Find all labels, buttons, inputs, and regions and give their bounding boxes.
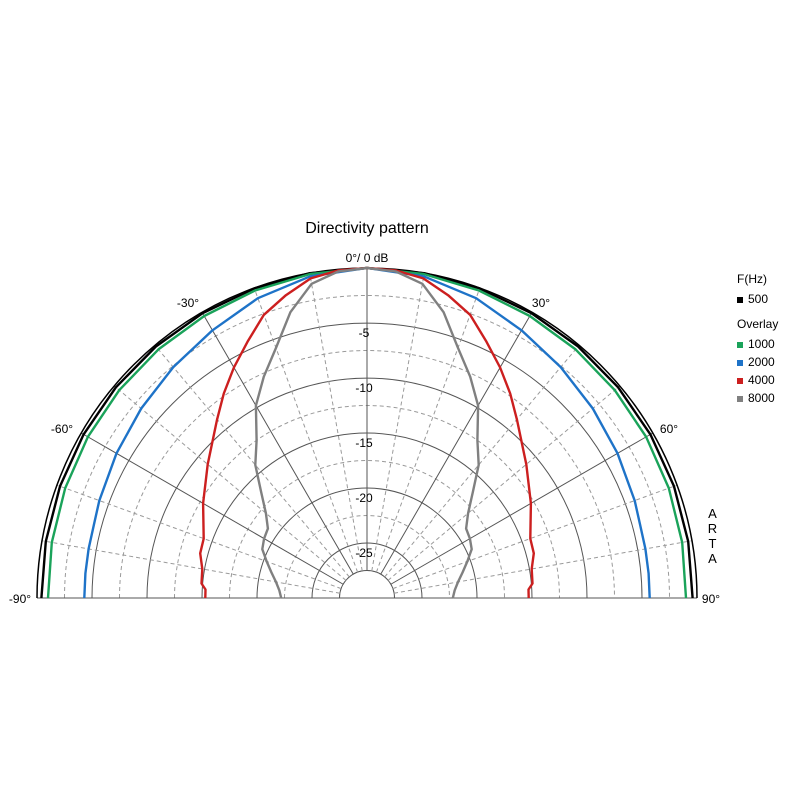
vertical-text-char: A bbox=[708, 506, 718, 521]
polar-curves bbox=[40, 266, 694, 599]
series-line-8000 bbox=[254, 266, 480, 599]
angle-label: 30° bbox=[532, 296, 550, 310]
radial-tick-label: -20 bbox=[355, 491, 373, 505]
radial-tick-label: -15 bbox=[355, 436, 373, 450]
radial-tick-label: -10 bbox=[355, 381, 373, 395]
legend-title: F(Hz) bbox=[737, 272, 767, 286]
minor-spoke bbox=[113, 385, 347, 581]
minor-spoke bbox=[253, 287, 359, 573]
legend-entry: 500 bbox=[748, 292, 768, 306]
minor-spoke bbox=[371, 272, 425, 572]
legend-swatch bbox=[737, 360, 743, 366]
angle-label: 60° bbox=[660, 422, 678, 436]
legend-entry: 4000 bbox=[748, 373, 775, 387]
minor-ring bbox=[64, 295, 670, 599]
major-spoke bbox=[80, 432, 344, 585]
angle-label: -30° bbox=[177, 296, 199, 310]
minor-ring bbox=[229, 460, 505, 599]
minor-spoke bbox=[154, 344, 350, 578]
angle-label: -90° bbox=[9, 592, 31, 606]
vertical-text-char: R bbox=[708, 521, 718, 536]
minor-spoke bbox=[375, 287, 481, 573]
radial-tick-label: -25 bbox=[355, 546, 373, 560]
legend-entry: 2000 bbox=[748, 355, 775, 369]
chart-title: Directivity pattern bbox=[305, 220, 429, 237]
major-spoke bbox=[380, 311, 533, 575]
legend-swatch bbox=[737, 378, 743, 384]
polar-grid bbox=[36, 267, 698, 599]
minor-spoke bbox=[393, 540, 693, 594]
vertical-text-char: A bbox=[708, 551, 718, 566]
major-spoke bbox=[201, 311, 354, 575]
top-label: 0°/ 0 dB bbox=[346, 251, 389, 265]
vertical-text-char: T bbox=[709, 536, 718, 551]
minor-spoke bbox=[392, 484, 678, 590]
legend-entry: 1000 bbox=[748, 337, 775, 351]
legend-swatch bbox=[737, 396, 743, 402]
legend: F(Hz) 500 Overlay 1000 2000 4000 8000 bbox=[737, 272, 778, 405]
angle-label: -60° bbox=[51, 422, 73, 436]
radial-tick-label: -5 bbox=[359, 326, 370, 340]
minor-spoke bbox=[41, 540, 341, 594]
minor-spoke bbox=[56, 484, 342, 590]
legend-overlay-label: Overlay bbox=[737, 317, 778, 331]
minor-spoke bbox=[384, 344, 580, 578]
legend-entry: 8000 bbox=[748, 391, 775, 405]
minor-spoke bbox=[309, 272, 363, 572]
major-spoke bbox=[390, 432, 654, 585]
polar-labels: Directivity pattern 0°/ 0 dB -5 -10 -15 -20… bbox=[9, 220, 720, 606]
legend-swatch bbox=[737, 297, 743, 303]
minor-spoke bbox=[387, 385, 621, 581]
angle-label: 90° bbox=[702, 592, 720, 606]
legend-swatch bbox=[737, 342, 743, 348]
